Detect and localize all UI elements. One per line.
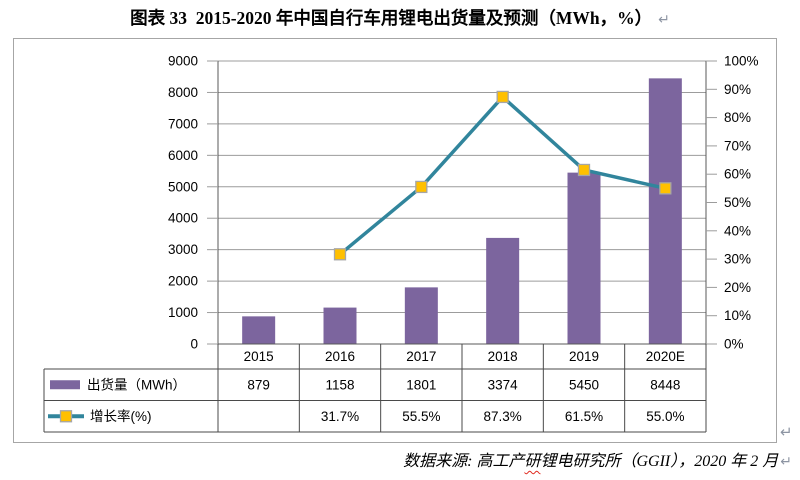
source-text-start: 数据来源: 高工产 <box>403 453 525 470</box>
left-axis-tick-label: 8000 <box>168 85 198 100</box>
bar-2015 <box>242 316 276 344</box>
left-axis-tick-label: 2000 <box>168 274 198 289</box>
right-axis-tick-label: 0% <box>724 337 744 352</box>
table-cell-shipments: 1158 <box>325 377 354 392</box>
right-axis-tick-label: 90% <box>724 82 751 97</box>
table-cell-growth: 61.5% <box>565 409 603 424</box>
figure-title: 图表 33 2015-2020 年中国自行车用锂电出货量及预测（MWh，%） ↵ <box>0 5 800 30</box>
table-cell-shipments: 5450 <box>569 377 599 392</box>
chart-canvas: 0 1000 2000 3000 4000 5000 6000 7000 8000 9000 0% 1… <box>43 54 759 433</box>
table-cell-shipments: 1801 <box>406 377 436 392</box>
bar-2018 <box>486 237 520 344</box>
right-axis-tick-label: 100% <box>724 54 759 69</box>
legend-swatch-marker <box>59 410 73 423</box>
table-cell-growth: 55.5% <box>402 409 440 424</box>
left-axis-tick-label: 3000 <box>168 242 198 257</box>
title-paragraph-mark: ↵ <box>658 12 670 28</box>
legend-label-shipments: 出货量（MWh） <box>87 376 186 392</box>
left-axis-tick-label: 7000 <box>168 116 198 131</box>
left-axis-tick-label: 0 <box>190 337 198 352</box>
table-cell-shipments: 8448 <box>650 377 680 392</box>
right-axis-tick-label: 20% <box>724 280 751 295</box>
right-axis-tick-label: 50% <box>724 195 751 210</box>
table-cell-shipments: 3374 <box>488 377 519 392</box>
source-text-end: 锂电研究所（GGII），2020 年 2 月 <box>540 453 779 470</box>
growth-marker <box>659 182 672 195</box>
left-axis-tick-label: 1000 <box>168 305 198 320</box>
x-category-label: 2020E <box>646 349 685 364</box>
right-axis-tick-label: 40% <box>724 223 751 238</box>
x-category-label: 2018 <box>488 349 518 364</box>
growth-marker <box>415 180 428 194</box>
legend-label-growth: 增长率(%) <box>90 408 152 424</box>
x-category-label: 2015 <box>244 349 274 364</box>
right-axis-tick-label: 80% <box>724 110 751 125</box>
right-axis-tick-label: 30% <box>724 252 751 267</box>
growth-marker <box>333 248 347 261</box>
left-axis-tick-label: 9000 <box>168 54 198 69</box>
legend-swatch-bar <box>50 380 80 390</box>
x-category-label: 2019 <box>569 349 599 364</box>
x-category-label: 2017 <box>406 349 436 364</box>
bar-2019 <box>567 172 601 344</box>
table-cell-shipments: 879 <box>247 377 270 392</box>
table-cell-growth: 55.0% <box>646 409 684 424</box>
bar-2017 <box>404 287 438 344</box>
chart-paragraph-mark: ↵ <box>780 423 793 441</box>
right-axis-tick-label: 70% <box>724 138 751 153</box>
right-axis-tick-label: 10% <box>724 308 751 323</box>
x-category-label: 2016 <box>325 349 355 364</box>
bar-2020E <box>648 78 682 344</box>
left-axis-tick-label: 5000 <box>168 179 198 194</box>
table-cell-growth: 31.7% <box>321 409 359 424</box>
figure-title-text: 图表 33 2015-2020 年中国自行车用锂电出货量及预测（MWh，%） <box>130 8 653 28</box>
chart-object: 0 1000 2000 3000 4000 5000 6000 7000 8000 9000 0% 1… <box>13 38 777 443</box>
growth-marker <box>577 163 591 177</box>
table-cell-growth: 87.3% <box>484 409 522 424</box>
bar-2016 <box>323 307 357 344</box>
growth-line <box>338 95 666 256</box>
right-axis-tick-label: 60% <box>724 167 751 182</box>
source-line: 数据来源: 高工产研锂电研究所（GGII），2020 年 2 月 ↵ <box>0 447 792 471</box>
source-paragraph-mark: ↵ <box>780 454 792 470</box>
left-axis-tick-label: 6000 <box>168 148 198 163</box>
growth-marker <box>496 90 509 104</box>
source-spellcheck-word: 研 <box>524 453 541 470</box>
left-axis-tick-label: 4000 <box>168 211 198 226</box>
